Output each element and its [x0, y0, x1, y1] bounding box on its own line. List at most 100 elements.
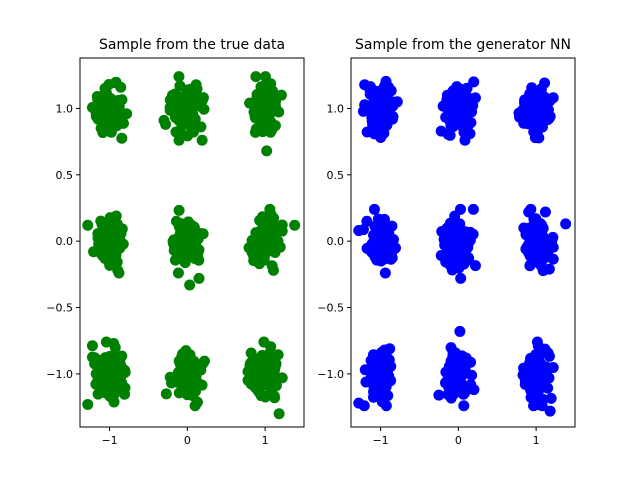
scatter-point: [116, 94, 128, 106]
scatter-point: [382, 390, 394, 402]
scatter-point: [245, 347, 257, 359]
scatter-point: [264, 203, 276, 215]
scatter-point: [516, 105, 528, 117]
scatter-points-left: [82, 71, 301, 420]
scatter-point: [193, 254, 205, 266]
scatter-point: [464, 226, 476, 238]
scatter-point: [455, 272, 467, 284]
scatter-point: [446, 264, 458, 276]
scatter-point: [178, 94, 190, 106]
y-tick-label: 0.0: [56, 235, 74, 248]
scatter-point: [103, 358, 115, 370]
scatter-point: [529, 364, 541, 376]
x-tick-label: 0: [184, 434, 191, 447]
scatter-point: [458, 400, 470, 412]
scatter-point: [529, 132, 541, 144]
scatter-point: [451, 81, 463, 93]
scatter-point: [250, 71, 262, 83]
scatter-point: [450, 384, 462, 396]
scatter-point: [252, 384, 264, 396]
scatter-point: [276, 225, 288, 237]
scatter-point: [443, 89, 455, 101]
y-axis-right: −1.0 −0.5 0.0 0.5 1.0: [317, 102, 351, 381]
scatter-point: [537, 230, 549, 242]
scatter-point: [454, 325, 466, 337]
scatter-point: [114, 108, 126, 120]
y-tick-label: 0.0: [327, 235, 345, 248]
y-tick-label: 0.5: [327, 169, 345, 182]
scatter-point: [462, 100, 474, 112]
scatter-point: [361, 215, 373, 227]
scatter-point: [519, 94, 531, 106]
scatter-point: [359, 99, 371, 111]
scatter-point: [272, 349, 284, 361]
scatter-point: [372, 89, 384, 101]
scatter-point: [113, 267, 125, 279]
scatter-point: [160, 388, 172, 400]
scatter-point: [269, 392, 281, 404]
y-tick-label: 1.0: [56, 102, 74, 115]
scatter-points-right: [353, 75, 572, 417]
scatter-point: [266, 226, 278, 238]
scatter-point: [521, 241, 533, 253]
scatter-point: [533, 106, 545, 118]
scatter-point: [539, 376, 551, 388]
scatter-point: [105, 99, 117, 111]
scatter-point: [457, 365, 469, 377]
scatter-point: [353, 225, 365, 237]
scatter-point: [543, 350, 555, 362]
y-tick-label: −1.0: [317, 368, 344, 381]
scatter-point: [257, 211, 269, 223]
scatter-point: [519, 378, 531, 390]
scatter-point: [187, 108, 199, 120]
scatter-point: [185, 372, 197, 384]
scatter-point: [536, 400, 548, 412]
scatter-point: [468, 76, 480, 88]
scatter-point: [110, 77, 122, 89]
scatter-point: [196, 228, 208, 240]
y-tick-label: −0.5: [317, 302, 344, 315]
scatter-point: [539, 206, 551, 218]
scatter-point: [119, 364, 131, 376]
scatter-point: [364, 81, 376, 93]
scatter-point: [464, 128, 476, 140]
scatter-point: [368, 203, 380, 215]
scatter-point: [544, 405, 556, 417]
scatter-point: [267, 264, 279, 276]
scatter-point: [261, 145, 273, 157]
scatter-point: [525, 203, 537, 215]
scatter-point: [108, 338, 120, 349]
scatter-point: [111, 240, 123, 252]
scatter-point: [384, 343, 396, 355]
scatter-point: [116, 132, 128, 144]
scatter-point: [560, 218, 572, 230]
scatter-point: [108, 396, 120, 408]
scatter-point: [172, 267, 184, 279]
scatter-point: [367, 372, 379, 384]
scatter-point: [454, 203, 466, 215]
scatter-point: [257, 247, 269, 259]
scatter-point: [177, 354, 189, 366]
scatter-point: [447, 363, 459, 375]
scatter-point: [182, 245, 194, 257]
scatter-point: [539, 365, 551, 377]
scatter-point: [113, 351, 125, 363]
y-tick-label: 1.0: [327, 102, 345, 115]
scatter-point: [461, 242, 473, 254]
scatter-point: [365, 245, 377, 257]
scatter-point: [173, 204, 185, 216]
scatter-point: [265, 126, 277, 138]
y-tick-label: 0.5: [56, 169, 74, 182]
scatter-point: [374, 216, 386, 228]
scatter-point: [192, 245, 204, 257]
scatter-point: [90, 110, 102, 122]
scatter-point: [173, 71, 185, 83]
x-tick-label: 0: [455, 434, 462, 447]
scatter-point: [168, 234, 180, 246]
scatter-point: [383, 81, 395, 93]
scatter-point: [184, 83, 196, 95]
scatter-point: [445, 342, 457, 354]
scatter-point: [376, 127, 388, 139]
scatter-point: [531, 387, 543, 399]
